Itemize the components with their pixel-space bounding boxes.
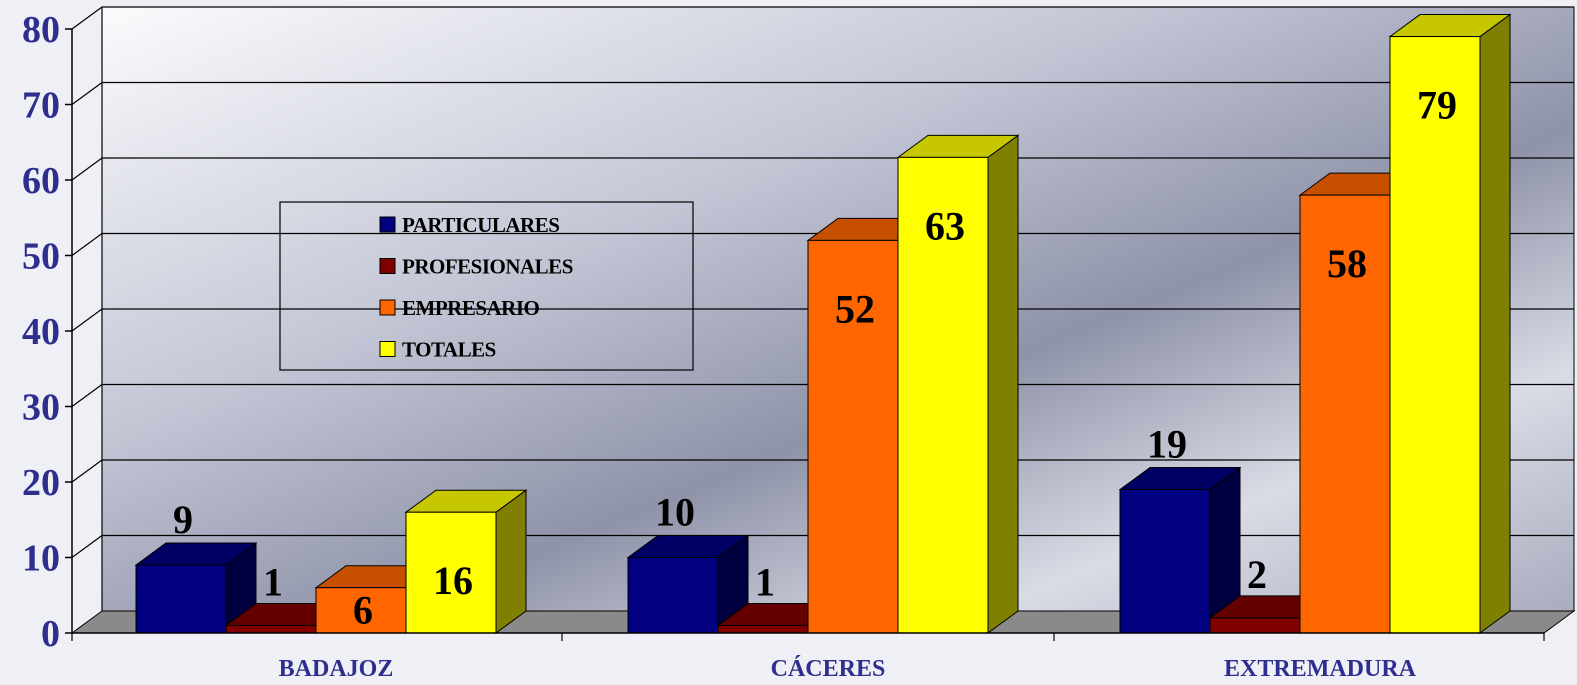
y-tick-label: 70: [22, 85, 60, 127]
data-label: 16: [433, 558, 473, 603]
y-tick-label: 80: [22, 9, 60, 51]
x-tick-label: CÁCERES: [771, 656, 886, 680]
legend-item: EMPRESARIO: [379, 296, 540, 320]
gridline-side: [71, 82, 103, 105]
data-label: 52: [835, 286, 875, 331]
legend-label: EMPRESARIO: [402, 296, 540, 320]
y-tick-label: 10: [22, 538, 60, 580]
bar-totales-0: [404, 489, 528, 634]
data-label: 6: [353, 588, 373, 633]
data-label: 1: [755, 559, 775, 604]
data-label: 9: [173, 497, 193, 542]
legend-item: PARTICULARES: [379, 213, 560, 237]
legend-item: TOTALES: [379, 338, 496, 362]
gridline-side: [71, 308, 103, 332]
bar-totales-1: [896, 134, 1020, 634]
gridline-side: [71, 157, 103, 181]
gridline-side: [71, 384, 103, 407]
bar-totales-2: [1388, 13, 1512, 634]
y-tick-label: 30: [22, 387, 60, 429]
gridline-side: [71, 459, 103, 483]
data-label: 19: [1147, 422, 1187, 467]
legend-swatch: [379, 258, 396, 274]
data-label: 63: [925, 203, 965, 248]
legend-label: PARTICULARES: [402, 213, 559, 237]
bar-particulares-1: [626, 534, 750, 634]
x-tick-label: EXTREMADURA: [1224, 656, 1417, 680]
data-label: 10: [655, 490, 695, 535]
y-tick-label: 0: [41, 613, 60, 655]
x-tick-label: BADAJOZ: [279, 656, 394, 680]
legend-item: PROFESIONALES: [379, 255, 573, 279]
data-label: 58: [1327, 241, 1367, 286]
y-tick-label: 40: [22, 311, 60, 353]
data-label: 2: [1247, 552, 1267, 597]
data-label: 79: [1417, 83, 1457, 128]
legend-swatch: [379, 299, 396, 316]
legend-swatch: [379, 341, 396, 357]
bar-particulares-2: [1118, 466, 1242, 634]
legend-label: TOTALES: [402, 338, 496, 362]
legend: PARTICULARES PROFESIONALES EMPRESARIO TOTAL…: [279, 201, 694, 371]
y-tick-label: 20: [22, 462, 60, 504]
legend-swatch: [379, 216, 396, 233]
legend-box: [279, 201, 694, 371]
y-tick-label: 60: [22, 160, 60, 202]
legend-label: PROFESIONALES: [402, 255, 573, 279]
gridline-side: [71, 233, 103, 256]
y-tick-label: 50: [22, 236, 60, 278]
gridline-side: [71, 535, 103, 558]
data-label: 1: [263, 559, 283, 604]
gridline-side: [71, 6, 103, 30]
